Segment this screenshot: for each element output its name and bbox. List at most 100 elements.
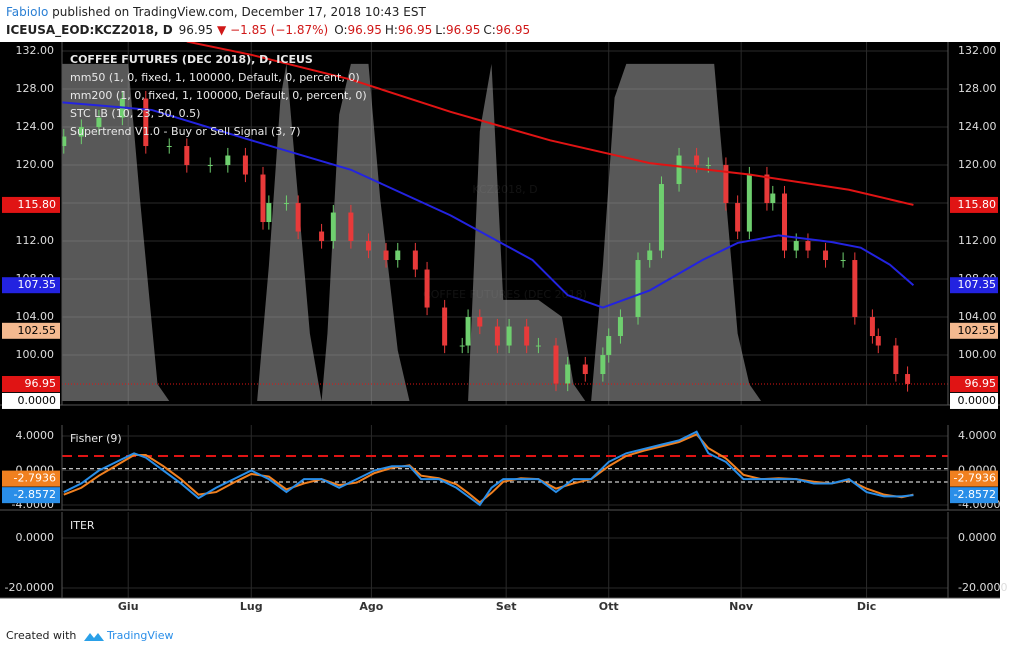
y-tick-label-left: 104.00 [16,310,55,323]
publish-info: published on TradingView.com, December 1… [48,5,426,19]
candle-body [565,364,571,384]
last-value-label: -2.8572 [954,488,996,501]
candle-body [166,146,172,148]
footer-created: Created with [6,629,76,642]
y-tick-label-right: 128.00 [958,82,997,95]
price-label-box [950,322,998,339]
ohlc-label: O: [334,23,347,37]
candle-body [905,374,911,385]
ohlc-value: 96.95 [347,23,381,37]
y-tick-label-right: 4.0000 [958,429,997,442]
candle-body [395,250,401,261]
symbol: ICEUSA_EOD:KCZ2018, D [6,23,173,38]
price-label: 96.95 [25,377,57,390]
candle-body [348,212,354,242]
candle-body [606,336,612,356]
watermark-name: COFFEE FUTURES (DEC 2018) [423,288,587,301]
legend-entry: mm50 (1, 0, fixed, 1, 100000, Default, 0… [70,71,360,84]
y2-tick-label: 0.0000 [958,394,997,407]
price-label: 115.80 [958,198,997,211]
y-tick-label-left: -20.0000 [5,581,54,594]
candle-body [459,345,465,347]
ohlc-label: L: [435,23,446,37]
candle-body [723,165,729,204]
candle-body [319,231,325,242]
y-tick-label-right: 104.00 [958,310,997,323]
candle-body [852,260,858,318]
legend-entry: STC LB (10, 23, 50, 0.5) [70,107,200,120]
ohlc-value: 96.95 [446,23,480,37]
symbol-line: ICEUSA_EOD:KCZ2018, D 96.95 ▼ −1.85 (−1.87… [6,23,530,38]
candle-body [823,250,829,261]
candle-body [524,326,530,346]
candle-body [260,174,266,223]
candle-body [383,250,389,261]
pane [62,512,948,598]
candle-body [477,317,483,327]
change: ▼ −1.85 (−1.87%) [217,23,328,37]
ohlc: O:96.95 H:96.95 L:96.95 C:96.95 [334,23,530,37]
moving-average [62,101,915,309]
last-value-label-box [2,487,60,504]
candle-body [676,155,682,185]
candle-body [535,345,541,347]
y-tick-label-left: 100.00 [16,348,55,361]
candle-body [600,355,606,375]
y2-tick-label-box [2,392,60,409]
candle-body [143,98,149,147]
legend-entry: Supertrend V1.0 - Buy or Sell Signal (3,… [70,125,301,138]
last-value-label-box [950,470,998,487]
footer: Created with TradingView [6,629,173,642]
candle-body [207,165,213,167]
candle-body [658,184,664,251]
ohlc-value: 96.95 [496,23,530,37]
ohlc-label: H: [385,23,398,37]
price-label-box [2,322,60,339]
candle-body [764,174,770,204]
candle-body [506,326,512,346]
candle-body [494,326,500,346]
price-label-box [950,196,998,213]
candle-body [647,250,653,261]
price-label-box [950,277,998,294]
chart-title: COFFEE FUTURES (DEC 2018), D, ICEUS [70,53,313,66]
last-value-label-box [950,487,998,504]
last-value-label: -2.7936 [954,472,996,485]
pane [62,425,948,510]
candle-body [875,336,881,346]
pane-title: ITER [70,519,95,532]
candle-body [805,241,811,251]
candle-body [553,345,559,384]
candle-body [746,174,752,232]
last-value-label-box [2,470,60,487]
stc-area [62,63,914,401]
candle-body [266,203,272,223]
candle-body [442,307,448,346]
author[interactable]: FabioIo [6,5,48,19]
candle-body [412,250,418,270]
price-label: 102.55 [18,324,57,337]
price-label: 96.95 [965,377,997,390]
candle-body [705,165,711,167]
legend-entry: mm200 (1, 0, fixed, 1, 100000, Default, … [70,89,367,102]
x-tick-label: Dic [857,600,876,613]
x-tick-label: Lug [240,600,263,613]
x-tick-label: Ott [599,600,619,613]
y2-tick-label: 0.0000 [18,394,57,407]
price-label-box [950,376,998,393]
brand-logo [84,633,104,641]
price-label: 115.80 [18,198,57,211]
pane-title: Fisher (9) [70,432,122,445]
y-tick-label-right: 100.00 [958,348,997,361]
candle-body [782,193,788,251]
y-tick-label-right: 112.00 [958,234,997,247]
candle-body [295,203,301,232]
y-tick-label-left: 120.00 [16,158,55,171]
candle-body [735,203,741,232]
price-label-box [2,376,60,393]
price-label-box [2,196,60,213]
candle-body [225,155,231,166]
footer-brand[interactable]: TradingView [106,629,173,642]
last-value-label: -2.7936 [14,472,56,485]
